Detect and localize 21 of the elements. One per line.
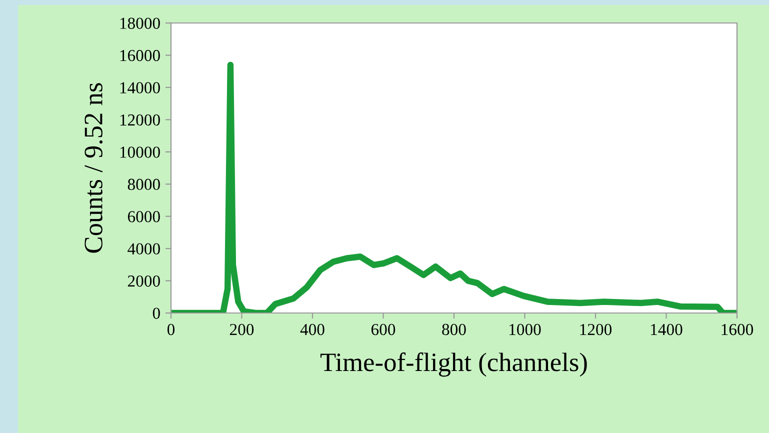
y-tick-label: 14000 <box>120 82 160 94</box>
x-tick-label: 1200 <box>580 324 612 336</box>
y-axis-title: Counts / 9.52 ns <box>84 83 103 253</box>
x-tick-label: 200 <box>230 324 254 336</box>
x-tick-label: 0 <box>167 324 175 336</box>
x-axis-title: Time-of-flight (channels) <box>320 352 587 377</box>
y-tick-label: 4000 <box>128 243 160 254</box>
y-tick-label: 18000 <box>120 18 160 29</box>
x-tick-label: 1400 <box>651 324 682 336</box>
y-tick-label: 2000 <box>128 275 160 287</box>
x-tick-label: 400 <box>300 324 324 336</box>
y-tick-label: 10000 <box>120 146 160 158</box>
y-tick-label: 0 <box>152 308 160 319</box>
y-tick-label: 6000 <box>128 211 160 222</box>
y-tick-label: 12000 <box>120 114 160 126</box>
x-tick-label: 1000 <box>510 324 541 336</box>
x-tick-label: 600 <box>371 324 396 336</box>
y-tick-label: 8000 <box>128 178 160 190</box>
x-tick-label: 800 <box>442 324 466 336</box>
y-tick-label: 16000 <box>120 50 160 62</box>
x-tick-label: 1600 <box>722 324 754 336</box>
